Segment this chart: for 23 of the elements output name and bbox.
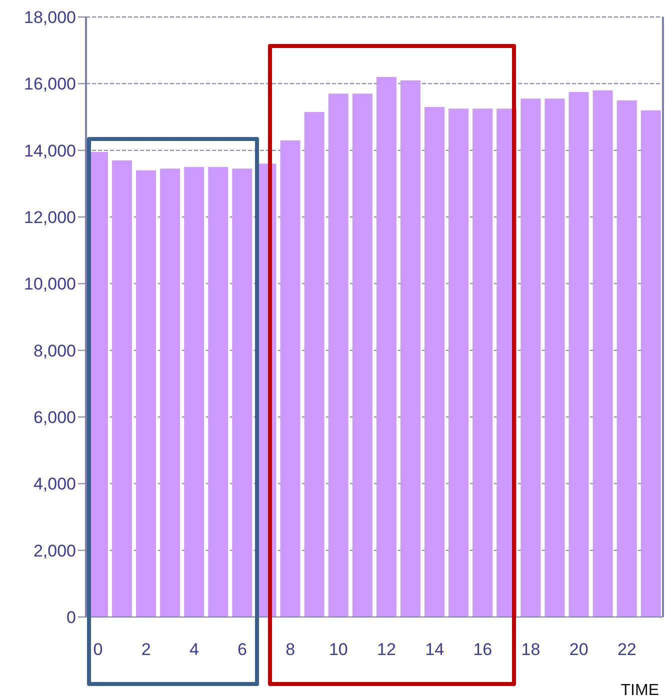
y-tick-label: 8,000 (33, 341, 76, 360)
y-tick-label: 0 (66, 608, 76, 628)
y-tick-label: 10,000 (24, 274, 76, 294)
y-tick-label: 4,000 (33, 474, 76, 494)
x-tick-label: 8 (286, 640, 296, 660)
x-tick-label: 18 (521, 640, 540, 660)
y-tick-label: 16,000 (24, 74, 76, 94)
x-tick-label: 4 (189, 640, 199, 660)
y-tick-label: 2,000 (33, 541, 76, 560)
y-tick-label: 12,000 (24, 208, 76, 228)
x-tick-label: 16 (473, 640, 492, 660)
x-tick-label: 14 (425, 640, 444, 660)
y-tick-label: 18,000 (24, 8, 76, 28)
x-tick-label: 10 (328, 640, 348, 660)
x-tick-label: 22 (617, 640, 636, 660)
y-tick-label: 14,000 (24, 141, 76, 160)
x-tick-label: 12 (377, 640, 396, 660)
x-tick-label: 0 (93, 640, 103, 660)
x-axis-title: TIME (620, 682, 659, 699)
x-tick-label: 6 (238, 640, 248, 660)
x-tick-label: 20 (569, 640, 588, 660)
x-tick-label: 2 (141, 640, 151, 660)
y-tick-label: 6,000 (33, 408, 76, 428)
